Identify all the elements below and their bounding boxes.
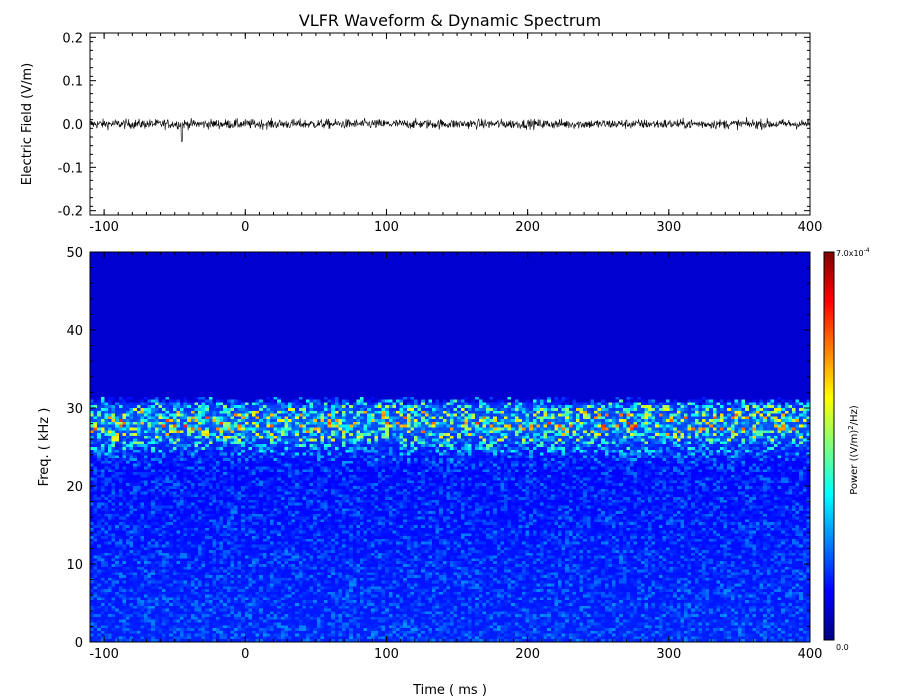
x-tick-label: 200	[515, 647, 540, 662]
waveform-y-tick-label: 0.0	[62, 118, 83, 133]
colorbar-max-mantissa: 7.0x10	[836, 249, 864, 258]
waveform-ticks: -100 0 100 200 300 400 -0.2 -0.1 0.0 0.1 0.2	[58, 31, 823, 235]
spectrum-y-tick-label: 50	[66, 246, 83, 261]
spectrum-y-axis-label: Freq. ( kHz )	[37, 408, 52, 487]
spectrogram-heatmap	[90, 252, 810, 642]
colorbar-label-superscript: 2	[847, 425, 855, 429]
x-tick-label: 300	[656, 647, 681, 662]
x-tick-label: 0	[241, 647, 249, 662]
x-tick-label: -100	[89, 220, 119, 235]
colorbar-gradient	[824, 252, 834, 640]
waveform-y-tick-label: -0.2	[58, 205, 83, 220]
waveform-series-line	[89, 116, 811, 142]
x-tick-label: 400	[798, 647, 823, 662]
spectrum-x-axis-label: Time ( ms )	[412, 683, 487, 698]
colorbar: 0.0 7.0x10-4 Power ((V/m)2/Hz)	[823, 247, 870, 652]
spectrum-ticks: -100 0 100 200 300 400 0 10 20 30 40 50	[66, 246, 822, 662]
x-tick-label: 0	[241, 220, 249, 235]
figure-title: VLFR Waveform & Dynamic Spectrum	[299, 11, 601, 30]
waveform-panel: -100 0 100 200 300 400 -0.2 -0.1 0.0 0.1 0.2 Elect…	[20, 31, 822, 235]
x-tick-label: -100	[89, 647, 119, 662]
waveform-y-tick-label: 0.2	[62, 31, 83, 46]
spectrum-y-tick-label: 40	[66, 324, 83, 339]
x-tick-label: 200	[515, 220, 540, 235]
spectrum-panel: -100 0 100 200 300 400 0 10 20 30 40 50 Freq. ( kHz…	[37, 246, 822, 698]
waveform-y-tick-label: -0.1	[58, 161, 83, 176]
spectrum-plot-frame	[89, 251, 811, 643]
waveform-y-axis-label: Electric Field (V/m)	[20, 63, 35, 186]
colorbar-min-label: 0.0	[836, 643, 849, 652]
x-tick-label: 100	[374, 220, 399, 235]
colorbar-label: Power ((V/m)2/Hz)	[847, 405, 860, 495]
colorbar-max-exponent: -4	[864, 247, 870, 254]
spectrum-y-tick-label: 0	[75, 636, 83, 651]
spectrum-y-tick-label: 20	[66, 480, 83, 495]
spectrum-y-tick-label: 10	[66, 558, 83, 573]
colorbar-frame	[823, 251, 835, 641]
spectrum-y-tick-label: 30	[66, 402, 83, 417]
x-tick-label: 300	[656, 220, 681, 235]
colorbar-label-base: Power ((V/m)	[849, 430, 860, 495]
waveform-y-tick-label: 0.1	[62, 75, 83, 90]
x-tick-label: 400	[798, 220, 823, 235]
x-tick-label: 100	[374, 647, 399, 662]
colorbar-label-tail: /Hz)	[849, 405, 860, 425]
colorbar-max-label: 7.0x10-4	[836, 247, 870, 258]
